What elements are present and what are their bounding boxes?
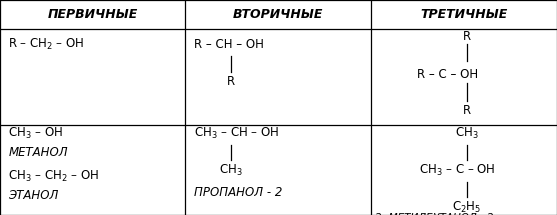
Text: CH$_3$: CH$_3$ — [455, 126, 478, 141]
Text: R: R — [463, 104, 471, 117]
Text: 2- МЕТИЛБУТАНОЛ - 2: 2- МЕТИЛБУТАНОЛ - 2 — [375, 213, 494, 215]
Text: CH$_3$ – OH: CH$_3$ – OH — [8, 126, 63, 141]
Text: CH$_3$ – CH – OH: CH$_3$ – CH – OH — [194, 126, 279, 141]
Text: ПРОПАНОЛ - 2: ПРОПАНОЛ - 2 — [194, 186, 282, 199]
Text: CH$_3$ – CH$_2$ – OH: CH$_3$ – CH$_2$ – OH — [8, 169, 99, 184]
Text: ЭТАНОЛ: ЭТАНОЛ — [8, 189, 58, 202]
Text: ПЕРВИЧНЫЕ: ПЕРВИЧНЫЕ — [47, 8, 138, 21]
Text: ТРЕТИЧНЫЕ: ТРЕТИЧНЫЕ — [421, 8, 507, 21]
Text: CH$_3$: CH$_3$ — [219, 163, 243, 178]
Text: C$_2$H$_5$: C$_2$H$_5$ — [452, 200, 481, 215]
Text: МЕТАНОЛ: МЕТАНОЛ — [8, 146, 68, 159]
Text: R – C – OH: R – C – OH — [417, 68, 478, 81]
Text: R: R — [463, 29, 471, 43]
Text: R: R — [227, 75, 235, 88]
Text: R – CH – OH: R – CH – OH — [194, 38, 263, 51]
Text: R – CH$_2$ – OH: R – CH$_2$ – OH — [8, 37, 85, 52]
Text: ВТОРИЧНЫЕ: ВТОРИЧНЫЕ — [233, 8, 324, 21]
Text: CH$_3$ – C – OH: CH$_3$ – C – OH — [419, 163, 496, 178]
